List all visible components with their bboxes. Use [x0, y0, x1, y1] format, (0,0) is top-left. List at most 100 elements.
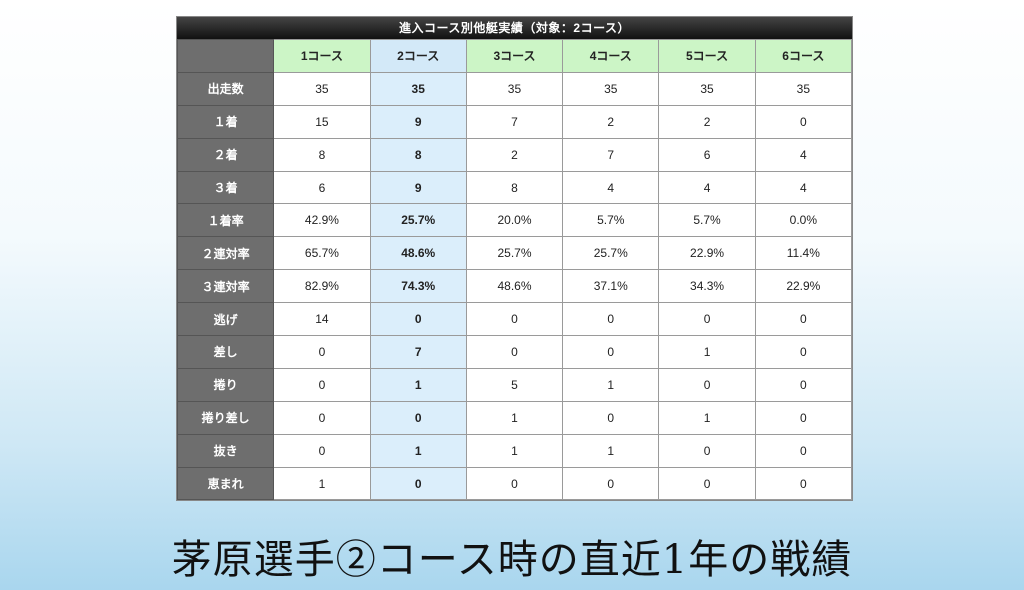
column-header-course-5: 5コース — [658, 39, 756, 73]
table-title: 進入コース別他艇実績（対象：2コース） — [177, 17, 852, 39]
table-cell: 74.3% — [369, 269, 467, 304]
table-cell: 7 — [369, 335, 467, 369]
table-cell: 0 — [273, 433, 371, 468]
table-cell: 0 — [658, 367, 756, 402]
table-cell: 0 — [754, 335, 853, 369]
table-cell: 22.9% — [658, 236, 756, 271]
table-cell: 6 — [658, 137, 756, 172]
table-cell: 1 — [658, 335, 756, 369]
row-header: 差し — [176, 335, 275, 369]
table-cell: 65.7% — [273, 236, 371, 271]
table-cell: 9 — [369, 170, 467, 205]
table-cell: 7 — [562, 137, 660, 172]
column-header-course-4: 4コース — [562, 39, 660, 73]
row-header: ３連対率 — [176, 269, 275, 304]
table-cell: 5.7% — [658, 203, 756, 238]
table-cell: 0 — [369, 466, 467, 501]
row-header: 出走数 — [176, 71, 275, 106]
table-cell: 0 — [465, 335, 564, 369]
table-row: 差し 0 7 0 0 1 0 — [176, 335, 853, 369]
table-cell: 25.7% — [465, 236, 564, 271]
table-cell: 35 — [658, 71, 756, 106]
table-cell: 0 — [562, 302, 660, 337]
table-cell: 42.9% — [273, 203, 371, 238]
table-row: ３着 6 9 8 4 4 4 — [176, 170, 853, 205]
table-cell: 1 — [273, 466, 371, 501]
table-cell: 0 — [562, 400, 660, 435]
table-body: 出走数 35 35 35 35 35 35 １着 15 9 7 2 2 0 ２着 8 8 2 7 6 4 ３着 6 9 8 4 4 4… — [176, 71, 853, 501]
column-header-course-2: 2コース — [369, 39, 467, 73]
table-cell: 1 — [658, 400, 756, 435]
table-cell: 2 — [658, 104, 756, 139]
page-caption: 茅原選手②コース時の直近1年の戦績 — [171, 537, 853, 583]
row-header: １着 — [176, 104, 275, 139]
table-cell: 0 — [754, 104, 853, 139]
table-cell: 1 — [465, 433, 564, 468]
row-header: 恵まれ — [176, 466, 275, 501]
table-cell: 35 — [465, 71, 564, 106]
row-header: ２連対率 — [176, 236, 275, 271]
table-cell: 15 — [273, 104, 371, 139]
table-cell: 35 — [369, 71, 467, 106]
table-cell: 25.7% — [562, 236, 660, 271]
table-cell: 0 — [754, 400, 853, 435]
table-cell: 0 — [273, 335, 371, 369]
table-cell: 0 — [658, 433, 756, 468]
stats-table: 1コース 2コース 3コース 4コース 5コース 6コース 出走数 35 35 35 35 35 35… — [176, 39, 853, 501]
table-row: １着 15 9 7 2 2 0 — [176, 104, 853, 139]
table-cell: 4 — [754, 170, 853, 205]
table-cell: 35 — [562, 71, 660, 106]
row-header: 逃げ — [176, 302, 275, 337]
column-header-course-1: 1コース — [273, 39, 371, 73]
table-cell: 1 — [562, 433, 660, 468]
table-cell: 82.9% — [273, 269, 371, 304]
row-header: 捲り差し — [176, 400, 275, 435]
table-cell: 0 — [273, 400, 371, 435]
table-row: 捲り差し 0 0 1 0 1 0 — [176, 400, 853, 435]
table-cell: 5.7% — [562, 203, 660, 238]
row-header: 捲り — [176, 367, 275, 402]
table-cell: 5 — [465, 367, 564, 402]
table-row: ２着 8 8 2 7 6 4 — [176, 137, 853, 172]
table-cell: 1 — [369, 367, 467, 402]
table-cell: 0 — [562, 335, 660, 369]
table-cell: 4 — [658, 170, 756, 205]
row-header: ３着 — [176, 170, 275, 205]
table-cell: 1 — [562, 367, 660, 402]
table-cell: 20.0% — [465, 203, 564, 238]
table-cell: 0 — [369, 400, 467, 435]
table-cell: 2 — [562, 104, 660, 139]
table-cell: 25.7% — [369, 203, 467, 238]
table-cell: 35 — [273, 71, 371, 106]
table-cell: 0 — [465, 466, 564, 501]
row-header: 抜き — [176, 433, 275, 468]
table-cell: 4 — [754, 137, 853, 172]
table-cell: 35 — [754, 71, 853, 106]
table-cell: 48.6% — [465, 269, 564, 304]
column-header-course-6: 6コース — [754, 39, 853, 73]
table-row: ３連対率 82.9% 74.3% 48.6% 37.1% 34.3% 22.9% — [176, 269, 853, 304]
table-cell: 0 — [754, 302, 853, 337]
table-cell: 8 — [369, 137, 467, 172]
row-header: １着率 — [176, 203, 275, 238]
table-cell: 6 — [273, 170, 371, 205]
table-cell: 8 — [273, 137, 371, 172]
table-cell: 0 — [658, 302, 756, 337]
column-header-course-3: 3コース — [465, 39, 564, 73]
table-cell: 0 — [658, 466, 756, 501]
table-cell: 0 — [754, 433, 853, 468]
table-cell: 0 — [754, 466, 853, 501]
table-cell: 2 — [465, 137, 564, 172]
table-cell: 8 — [465, 170, 564, 205]
corner-cell — [176, 39, 275, 73]
table-row: 出走数 35 35 35 35 35 35 — [176, 71, 853, 106]
table-cell: 0 — [562, 466, 660, 501]
table-cell: 0 — [273, 367, 371, 402]
header-row: 1コース 2コース 3コース 4コース 5コース 6コース — [176, 39, 853, 73]
table-cell: 37.1% — [562, 269, 660, 304]
table-cell: 11.4% — [754, 236, 853, 271]
table-cell: 0 — [369, 302, 467, 337]
table-cell: 14 — [273, 302, 371, 337]
stats-table-panel: 進入コース別他艇実績（対象：2コース） 1コース 2コース 3コース 4コース 5コース… — [176, 16, 853, 502]
table-cell: 22.9% — [754, 269, 853, 304]
